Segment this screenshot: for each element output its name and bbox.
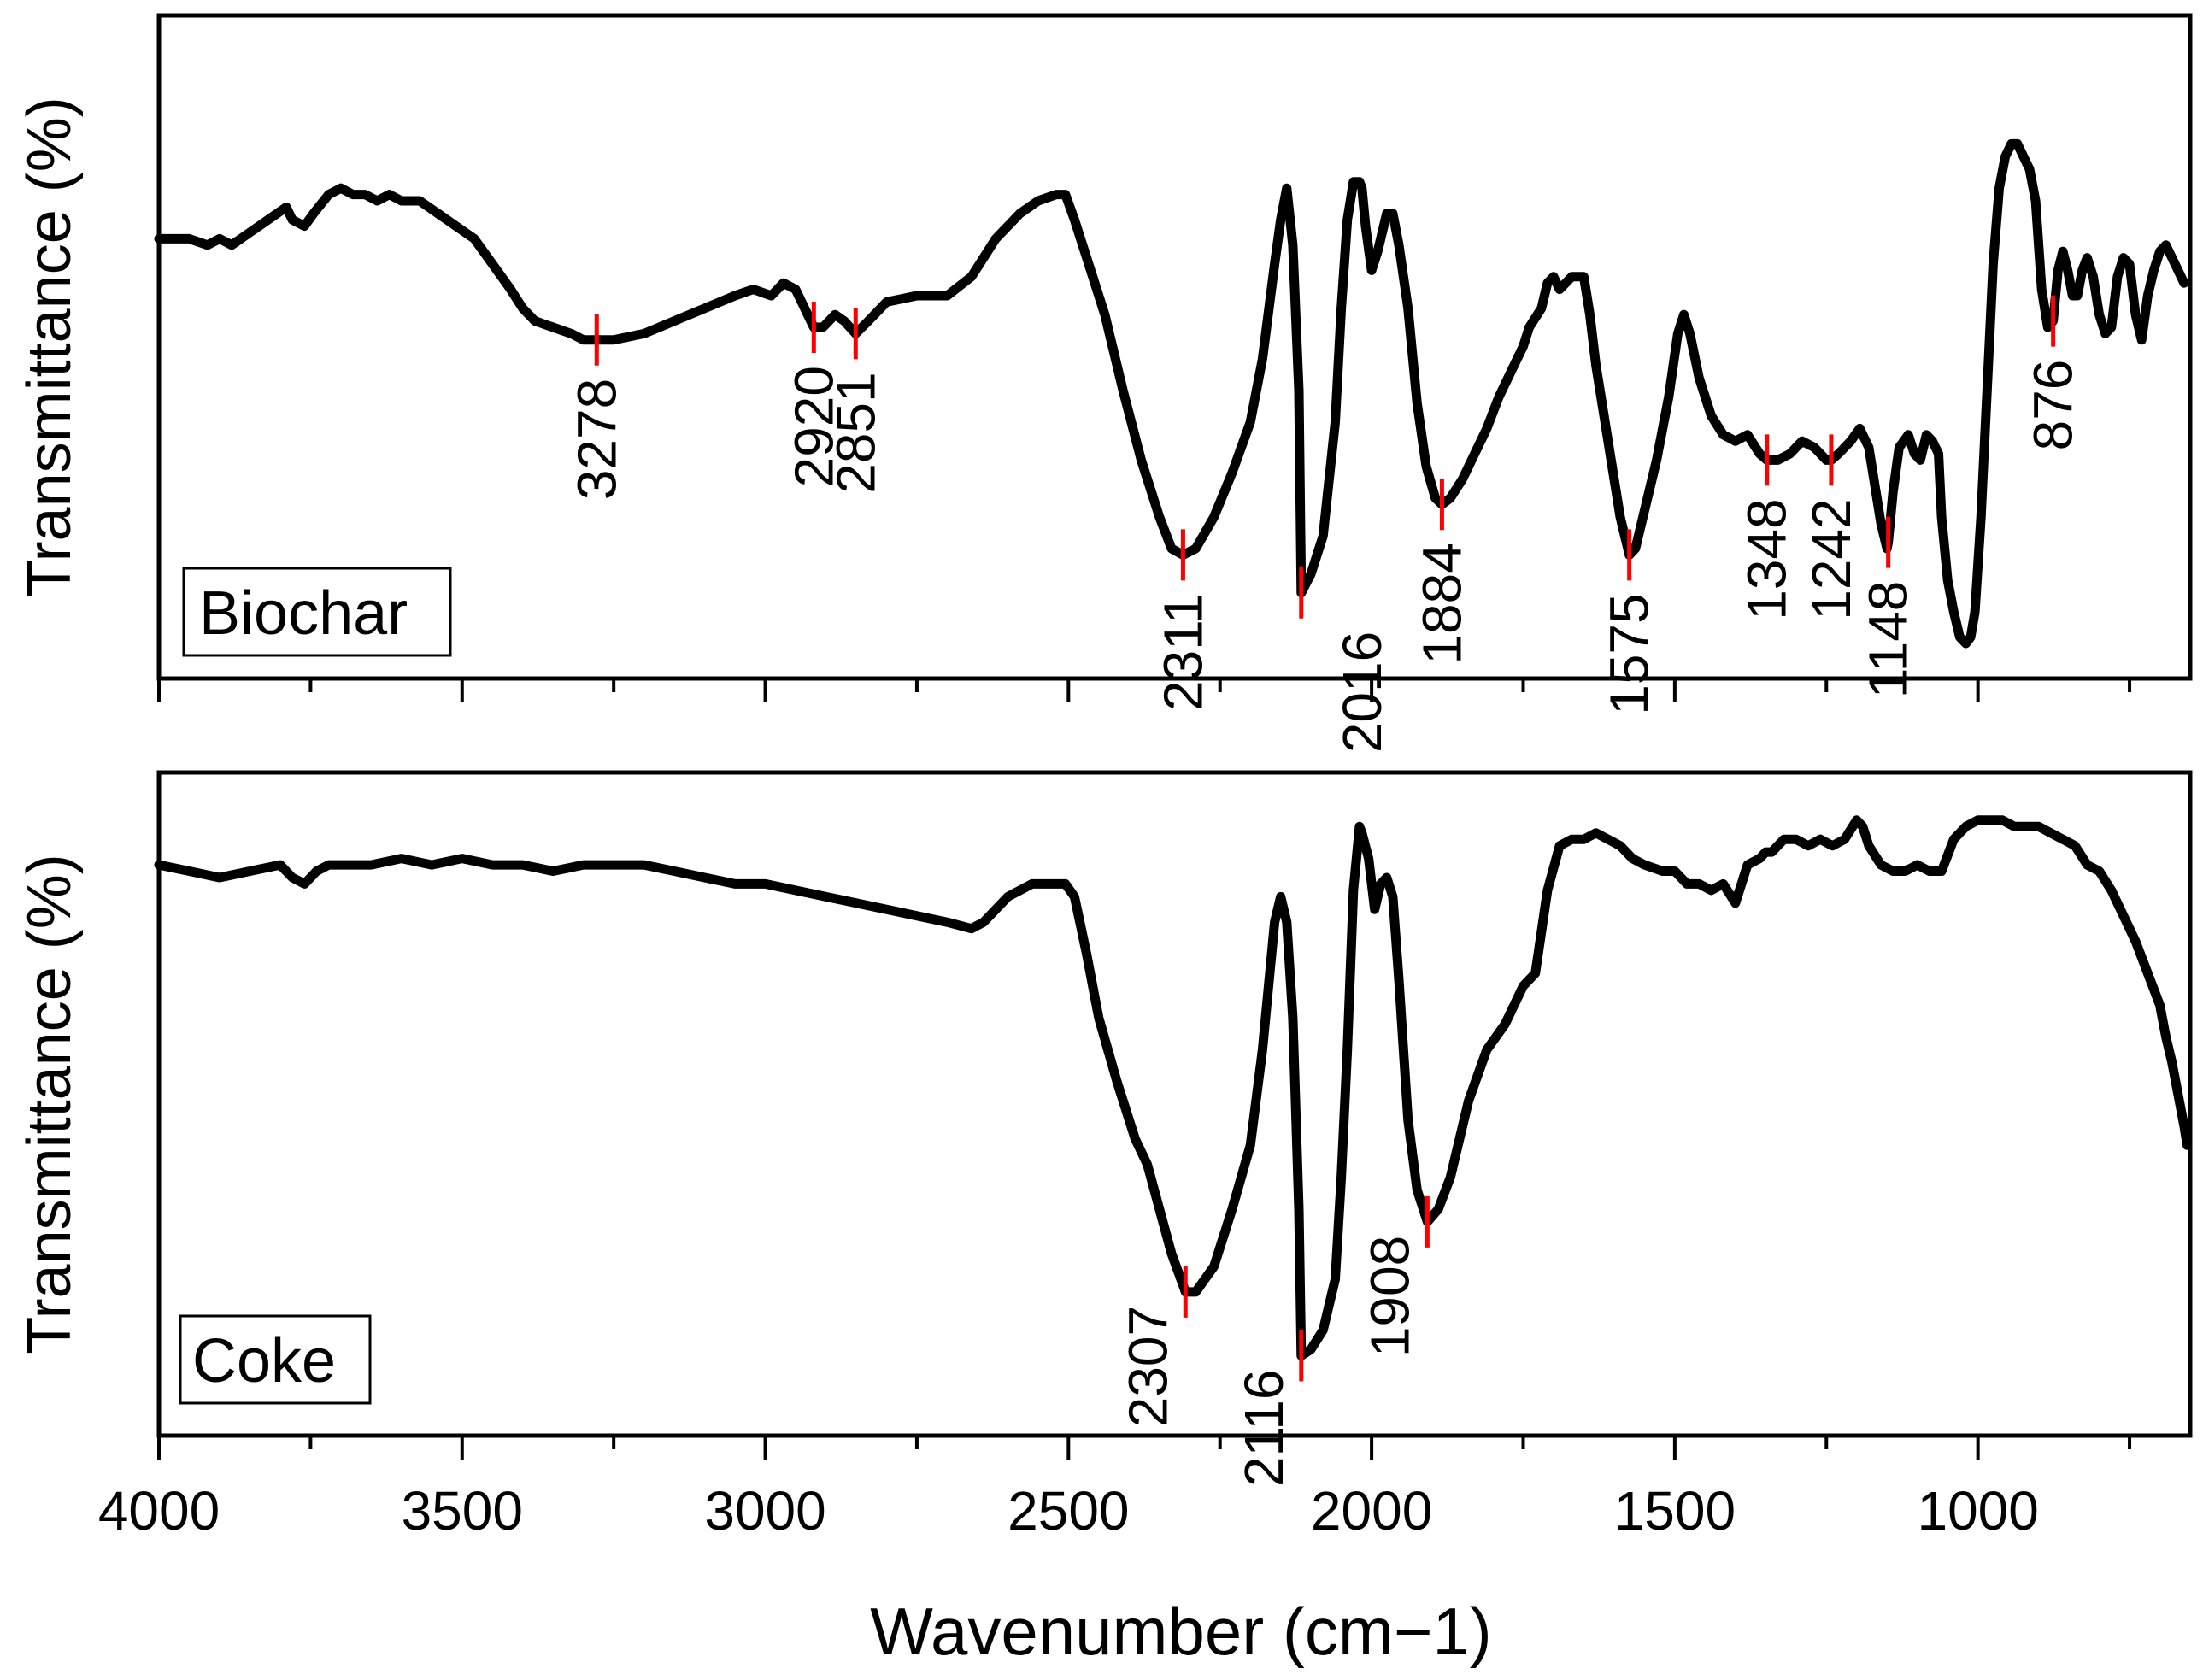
x-tick-label: 2000 <box>1311 1480 1432 1542</box>
coke-label-box <box>179 1314 372 1405</box>
biochar-spectrum-line <box>154 138 2189 649</box>
x-tick-label: 1500 <box>1614 1480 1736 1542</box>
coke-peak-label: 2116 <box>1233 1370 1295 1488</box>
coke-panel: 2307 2116 1908 Coke Transmittance (%) <box>15 770 2193 1487</box>
biochar-peak-label: 2851 <box>825 372 886 493</box>
biochar-peak-markers <box>594 295 2056 619</box>
biochar-plot-frame <box>156 13 2193 681</box>
coke-spectrum-line <box>154 815 2192 1360</box>
x-tick-label: 4000 <box>98 1480 220 1542</box>
biochar-peak-label: 1148 <box>1858 581 1919 699</box>
biochar-peak-label: 876 <box>2023 360 2084 451</box>
sample-label-biochar: Biochar <box>199 579 408 648</box>
y-axis-label-biochar: Transmittance (%) <box>15 97 84 596</box>
biochar-curve-layer <box>154 138 2189 649</box>
sample-label-coke: Coke <box>192 1327 336 1395</box>
coke-peak-label: 2307 <box>1117 1306 1178 1427</box>
coke-plot-frame <box>156 770 2193 1438</box>
x-tick-label: 1000 <box>1917 1480 2038 1542</box>
biochar-peak-label: 3278 <box>566 379 627 500</box>
biochar-peak-label: 1884 <box>1411 543 1472 664</box>
biochar-peak-label: 2016 <box>1331 631 1393 753</box>
biochar-peak-label: 1348 <box>1736 498 1798 620</box>
biochar-x-ticks <box>157 678 2132 702</box>
biochar-peak-label: 2920 <box>783 366 844 487</box>
biochar-label-box <box>182 567 452 657</box>
biochar-peak-label: 1242 <box>1801 498 1862 620</box>
x-tick-labels: 4000 3500 3000 2500 2000 1500 1000 <box>98 1480 2039 1542</box>
coke-peak-labels: 2307 2116 1908 <box>1117 1236 1420 1487</box>
biochar-peak-label: 1575 <box>1599 593 1660 714</box>
x-axis-label: Wavenumber (cm−1) <box>870 1594 1491 1669</box>
x-tick-label: 3500 <box>402 1480 523 1542</box>
y-axis-label-coke: Transmittance (%) <box>15 854 84 1354</box>
x-tick-label: 2500 <box>1008 1480 1129 1542</box>
x-tick-label: 3000 <box>704 1480 825 1542</box>
coke-x-ticks <box>157 1436 2132 1460</box>
coke-peak-label: 1908 <box>1359 1236 1420 1357</box>
coke-curve-layer <box>154 815 2192 1360</box>
biochar-peak-label: 2311 <box>1152 593 1213 711</box>
coke-peak-markers <box>1183 1195 1430 1382</box>
